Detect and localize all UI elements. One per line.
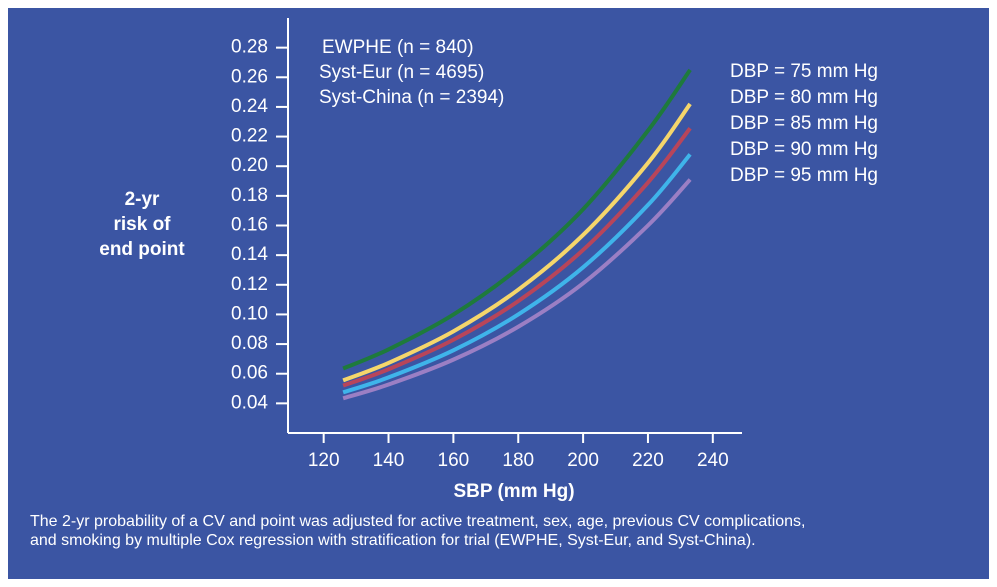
- y-tick-label: 0.22: [231, 126, 268, 147]
- series-line: [342, 153, 692, 395]
- legend-label: DBP = 90 mm Hg: [730, 139, 878, 160]
- y-tick-label: 0.14: [231, 244, 268, 265]
- legend-label: DBP = 75 mm Hg: [730, 61, 878, 82]
- y-tick-label: 0.08: [231, 333, 268, 354]
- x-tick-label: 180: [502, 450, 534, 471]
- y-tick-label: 0.24: [231, 96, 268, 117]
- x-axis-label: SBP (mm Hg): [453, 481, 574, 502]
- series-line: [342, 102, 692, 383]
- y-tick-label: 0.16: [231, 215, 268, 236]
- annotation: Syst-China (n = 2394): [319, 87, 504, 108]
- caption: The 2-yr probability of a CV and point w…: [30, 513, 806, 549]
- x-tick-label: 140: [373, 450, 405, 471]
- x-tick-label: 220: [632, 450, 664, 471]
- y-tick-label: 0.26: [231, 66, 268, 87]
- legend-label: DBP = 80 mm Hg: [730, 87, 878, 108]
- series-line: [342, 127, 692, 388]
- y-axis-label: end point: [99, 239, 185, 260]
- annotation: EWPHE (n = 840): [322, 37, 474, 58]
- y-tick-label: 0.06: [231, 363, 268, 384]
- panel: [8, 8, 989, 579]
- x-tick-label: 160: [438, 450, 470, 471]
- y-tick-label: 0.28: [231, 37, 268, 58]
- legend-label: DBP = 85 mm Hg: [730, 113, 878, 134]
- y-tick-label: 0.18: [231, 185, 268, 206]
- series-line: [342, 178, 692, 401]
- y-axis-label: risk of: [113, 214, 171, 235]
- y-tick-label: 0.04: [231, 392, 268, 413]
- x-tick-label: 120: [308, 450, 340, 471]
- x-tick-label: 240: [697, 450, 729, 471]
- x-tick-label: 200: [567, 450, 599, 471]
- legend-label: DBP = 95 mm Hg: [730, 165, 878, 186]
- y-tick-label: 0.12: [231, 274, 268, 295]
- annotation: Syst-Eur (n = 4695): [319, 62, 484, 83]
- y-tick-label: 0.20: [231, 155, 268, 176]
- y-axis-label: 2-yr: [125, 189, 160, 210]
- y-tick-label: 0.10: [231, 303, 268, 324]
- series-line: [342, 68, 692, 371]
